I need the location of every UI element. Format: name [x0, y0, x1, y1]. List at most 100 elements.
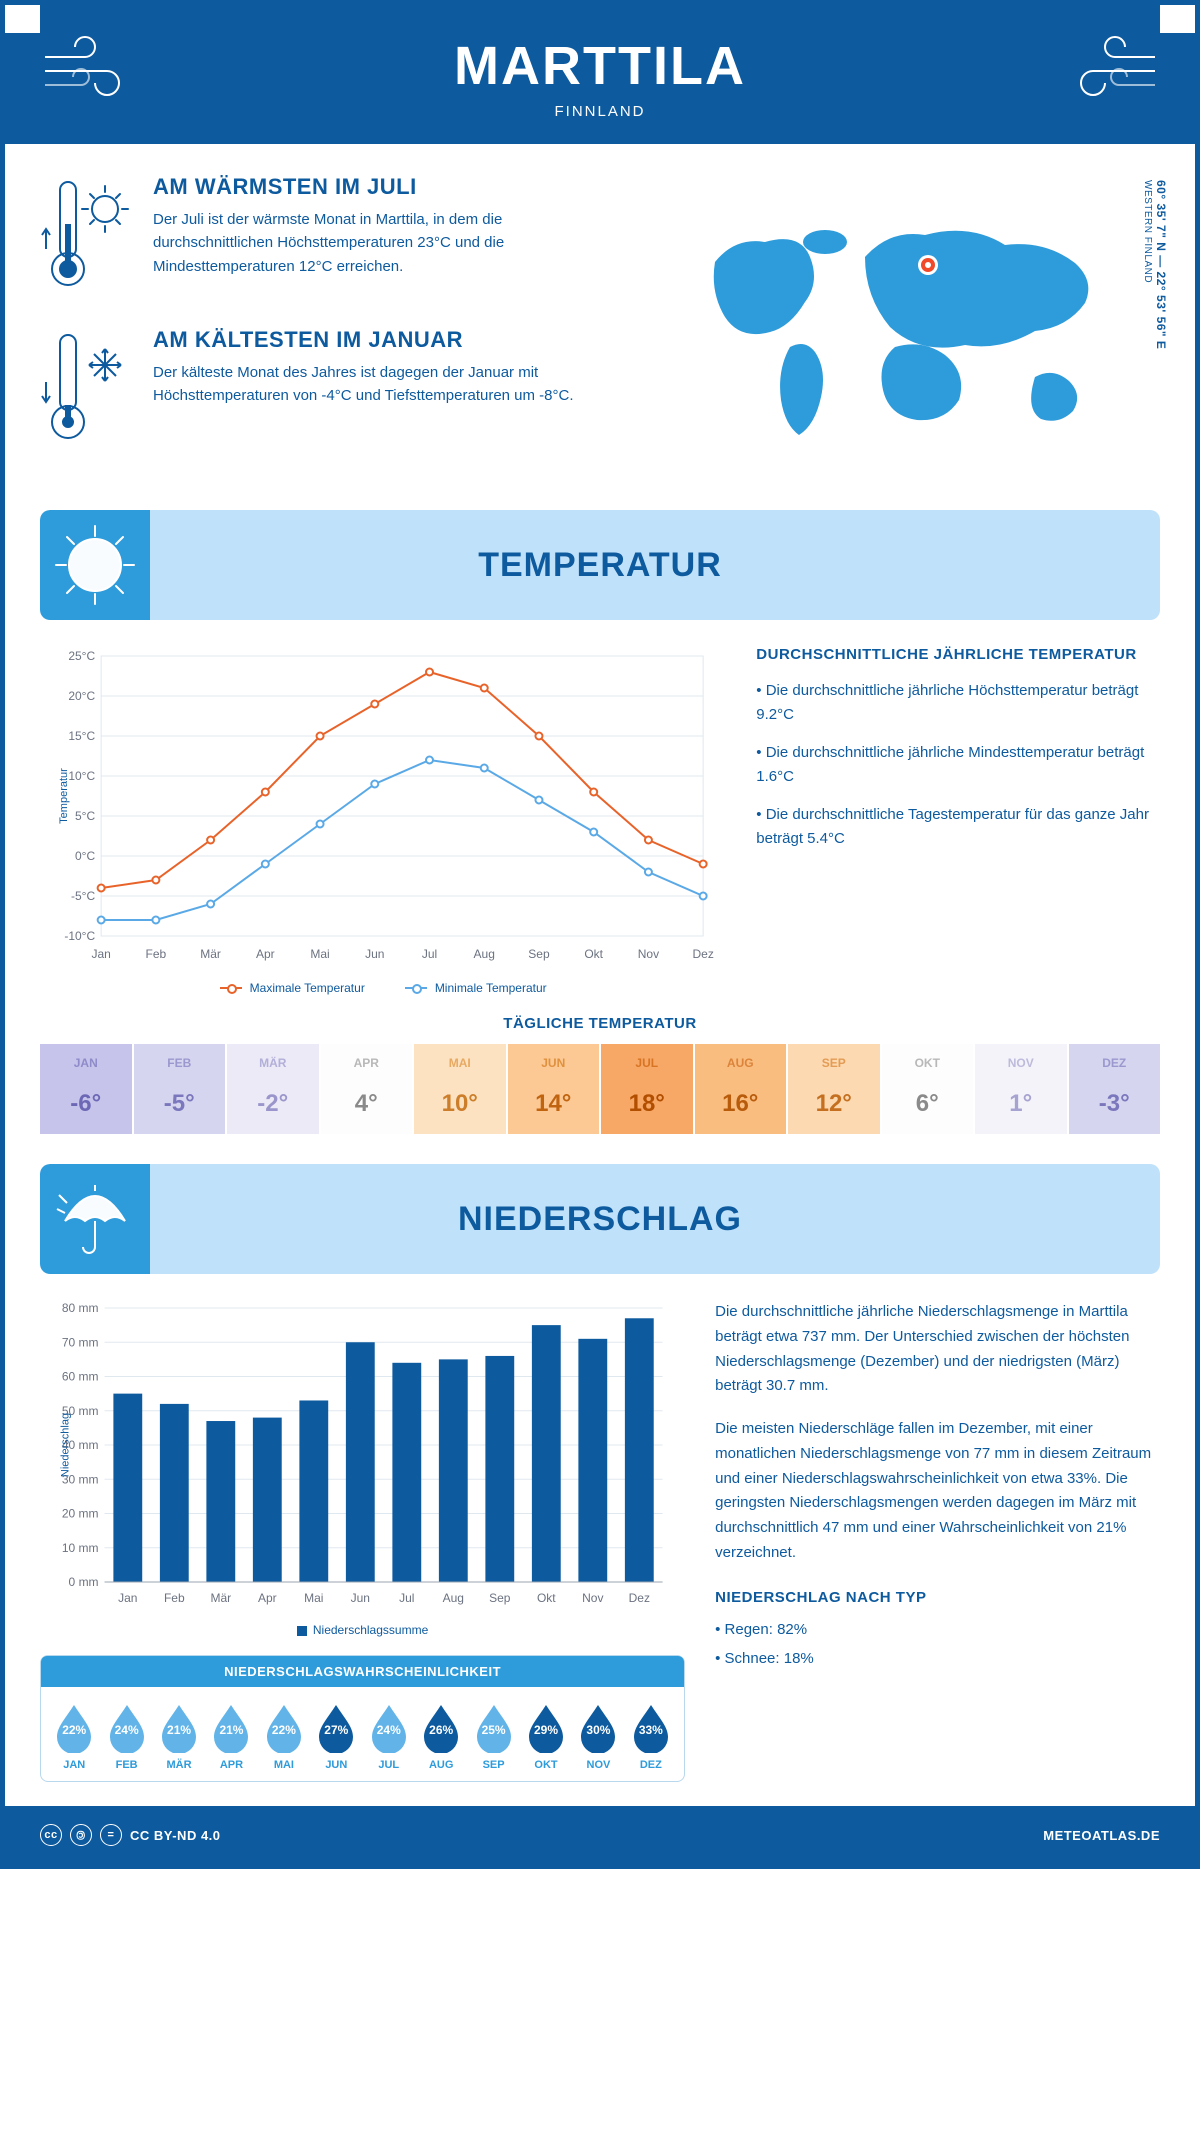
- precip-paragraph: Die meisten Niederschläge fallen im Deze…: [715, 1417, 1160, 1566]
- thermometer-snow-icon: [40, 327, 135, 452]
- svg-text:5°C: 5°C: [75, 809, 95, 823]
- fact-title: AM WÄRMSTEN IM JULI: [153, 174, 611, 200]
- page-title: MARTTILA: [454, 35, 746, 97]
- svg-text:Dez: Dez: [692, 947, 713, 961]
- svg-text:Okt: Okt: [584, 947, 603, 961]
- prob-cell: 27% JUN: [311, 1701, 361, 1771]
- svg-text:Aug: Aug: [443, 1591, 464, 1605]
- svg-text:20 mm: 20 mm: [62, 1507, 99, 1521]
- precip-paragraph: Die durchschnittliche jährliche Niedersc…: [715, 1300, 1160, 1399]
- precip-probability-box: NIEDERSCHLAGSWAHRSCHEINLICHKEIT 22% JAN …: [40, 1655, 685, 1782]
- fact-body: Der kälteste Monat des Jahres ist dagege…: [153, 361, 611, 408]
- prob-cell: 29% OKT: [521, 1701, 571, 1771]
- svg-text:0°C: 0°C: [75, 849, 95, 863]
- svg-text:Sep: Sep: [528, 947, 550, 961]
- daily-cell: NOV1°: [975, 1044, 1067, 1134]
- chart-legend: Niederschlagssumme: [40, 1623, 685, 1637]
- svg-text:Feb: Feb: [146, 947, 167, 961]
- section-banner-precip: NIEDERSCHLAG: [40, 1164, 1160, 1274]
- svg-text:-5°C: -5°C: [71, 889, 95, 903]
- svg-text:25°C: 25°C: [68, 649, 95, 663]
- daily-temp-title: TÄGLICHE TEMPERATUR: [40, 1015, 1160, 1032]
- precip-type-title: NIEDERSCHLAG NACH TYP: [715, 1586, 1160, 1611]
- prob-cell: 24% JUL: [364, 1701, 414, 1771]
- svg-text:Mär: Mär: [200, 947, 221, 961]
- prob-cell: 30% NOV: [573, 1701, 623, 1771]
- svg-text:Apr: Apr: [256, 947, 275, 961]
- daily-cell: OKT6°: [882, 1044, 974, 1134]
- svg-text:Jan: Jan: [91, 947, 110, 961]
- prob-cell: 24% FEB: [101, 1701, 151, 1771]
- precipitation-bar-chart: 0 mm10 mm20 mm30 mm40 mm50 mm60 mm70 mm8…: [40, 1300, 685, 1782]
- umbrella-icon: [40, 1164, 150, 1274]
- svg-text:-10°C: -10°C: [64, 929, 95, 943]
- svg-text:20°C: 20°C: [68, 689, 95, 703]
- svg-text:Nov: Nov: [638, 947, 659, 961]
- svg-text:Jun: Jun: [351, 1591, 370, 1605]
- svg-text:Jul: Jul: [399, 1591, 414, 1605]
- svg-text:Feb: Feb: [164, 1591, 185, 1605]
- svg-text:Temperatur: Temperatur: [58, 768, 70, 824]
- svg-text:Jun: Jun: [365, 947, 384, 961]
- section-banner-temperature: TEMPERATUR: [40, 510, 1160, 620]
- footer: cc 🄯 = CC BY-ND 4.0 METEOATLAS.DE: [5, 1806, 1195, 1864]
- precip-type-line: • Schnee: 18%: [715, 1647, 1160, 1672]
- prob-cell: 25% SEP: [468, 1701, 518, 1771]
- daily-cell: MÄR-2°: [227, 1044, 319, 1134]
- daily-cell: JUL18°: [601, 1044, 693, 1134]
- temperature-stats: DURCHSCHNITTLICHE JÄHRLICHE TEMPERATUR •…: [756, 646, 1160, 995]
- daily-cell: JAN-6°: [40, 1044, 132, 1134]
- daily-cell: APR4°: [321, 1044, 413, 1134]
- world-map-svg: [680, 207, 1120, 447]
- stats-line: • Die durchschnittliche jährliche Mindes…: [756, 741, 1160, 789]
- prob-cell: 22% JAN: [49, 1701, 99, 1771]
- svg-text:Mai: Mai: [310, 947, 329, 961]
- thermometer-sun-icon: [40, 174, 135, 299]
- svg-text:0 mm: 0 mm: [69, 1575, 99, 1589]
- svg-text:Dez: Dez: [629, 1591, 650, 1605]
- svg-text:10 mm: 10 mm: [62, 1541, 99, 1555]
- section-title: NIEDERSCHLAG: [458, 1200, 742, 1239]
- daily-cell: DEZ-3°: [1069, 1044, 1161, 1134]
- wind-icon: [1050, 27, 1160, 107]
- fact-warmest: AM WÄRMSTEN IM JULI Der Juli ist der wär…: [40, 174, 611, 299]
- by-icon: 🄯: [70, 1824, 92, 1846]
- sun-icon: [40, 510, 150, 620]
- svg-text:Okt: Okt: [537, 1591, 556, 1605]
- wind-icon: [40, 27, 150, 107]
- svg-text:Apr: Apr: [258, 1591, 277, 1605]
- svg-text:15°C: 15°C: [68, 729, 95, 743]
- page-subtitle: FINNLAND: [454, 103, 746, 120]
- fact-title: AM KÄLTESTEN IM JANUAR: [153, 327, 611, 353]
- fact-coldest: AM KÄLTESTEN IM JANUAR Der kälteste Mona…: [40, 327, 611, 452]
- svg-text:Niederschlag: Niederschlag: [60, 1413, 72, 1477]
- temperature-line-chart: -10°C -5°C 0°C 5°C 10°C 15°C 20°C 25°C Jan Feb Mär…: [40, 646, 726, 995]
- prob-title: NIEDERSCHLAGSWAHRSCHEINLICHKEIT: [41, 1656, 684, 1687]
- daily-cell: FEB-5°: [134, 1044, 226, 1134]
- svg-text:10°C: 10°C: [68, 769, 95, 783]
- svg-text:Jul: Jul: [422, 947, 437, 961]
- legend-max: Maximale Temperatur: [250, 981, 365, 995]
- daily-cell: AUG16°: [695, 1044, 787, 1134]
- header: MARTTILA FINNLAND: [5, 5, 1195, 144]
- prob-cell: 21% MÄR: [154, 1701, 204, 1771]
- brand-text: METEOATLAS.DE: [1043, 1828, 1160, 1843]
- coords-text: 60° 35' 7" N — 22° 53' 56" E: [1154, 180, 1168, 349]
- svg-text:Mai: Mai: [304, 1591, 323, 1605]
- section-title: TEMPERATUR: [478, 546, 722, 585]
- daily-cell: SEP12°: [788, 1044, 880, 1134]
- daily-temp-table: JAN-6°FEB-5°MÄR-2°APR4°MAI10°JUN14°JUL18…: [40, 1044, 1160, 1134]
- prob-cell: 22% MAI: [259, 1701, 309, 1771]
- stats-title: DURCHSCHNITTLICHE JÄHRLICHE TEMPERATUR: [756, 646, 1160, 663]
- svg-text:60 mm: 60 mm: [62, 1370, 99, 1384]
- stats-line: • Die durchschnittliche jährliche Höchst…: [756, 679, 1160, 727]
- stats-line: • Die durchschnittliche Tagestemperatur …: [756, 803, 1160, 851]
- region-text: WESTERN FINLAND: [1142, 180, 1153, 283]
- world-map: 60° 35' 7" N — 22° 53' 56" E WESTERN FIN…: [641, 174, 1160, 480]
- svg-text:Jan: Jan: [118, 1591, 137, 1605]
- fact-body: Der Juli ist der wärmste Monat in Martti…: [153, 208, 611, 278]
- license-text: CC BY-ND 4.0: [130, 1828, 221, 1843]
- svg-text:Nov: Nov: [582, 1591, 603, 1605]
- prob-cell: 21% APR: [206, 1701, 256, 1771]
- prob-cell: 26% AUG: [416, 1701, 466, 1771]
